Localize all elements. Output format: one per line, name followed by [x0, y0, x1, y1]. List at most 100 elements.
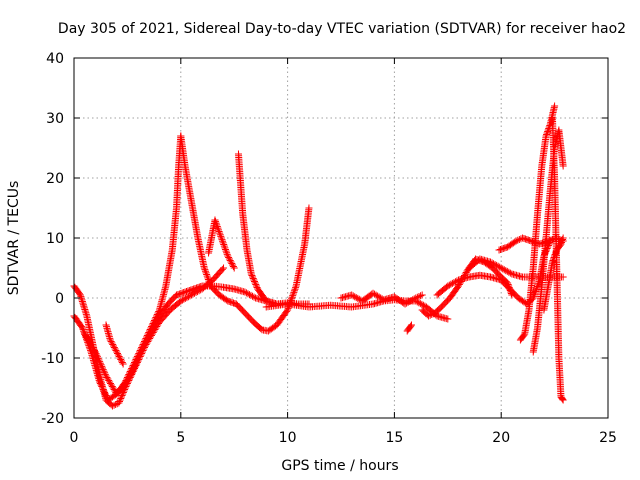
data-point [108, 402, 116, 410]
y-tick-label-40: 40 [46, 51, 64, 67]
series-arc-10 [403, 321, 415, 335]
data-point-fill [451, 278, 459, 286]
data-point-fill [407, 297, 415, 305]
data-point-fill [249, 273, 257, 281]
data-point-fill [90, 347, 98, 354]
data-point-fill [154, 309, 162, 317]
data-point-fill [110, 344, 118, 351]
data-point-fill [106, 378, 114, 386]
data-point-fill [354, 294, 362, 302]
y-axis-label: SDTVAR / TECUs [6, 181, 22, 296]
data-point-fill [206, 280, 214, 288]
data-point-fill [98, 362, 106, 370]
data-point-fill [503, 267, 511, 275]
data-point [177, 297, 185, 305]
data-point-fill [116, 354, 124, 362]
data-point-fill [215, 227, 223, 235]
data-point-fill [250, 293, 258, 301]
x-tick-label-15: 15 [385, 430, 403, 446]
data-point-fill [204, 275, 212, 283]
data-point-fill [114, 350, 122, 357]
data-point-fill [116, 396, 124, 404]
data-point-fill [543, 129, 551, 137]
data-point-fill [219, 237, 227, 245]
data-point-fill [83, 335, 91, 342]
data-point-fill [514, 236, 522, 244]
data-point-fill [455, 281, 463, 288]
data-point-fill [112, 401, 120, 408]
data-point-fill [203, 272, 211, 280]
series-arc-4 [102, 321, 127, 368]
data-point-fill [559, 236, 567, 243]
data-point [211, 216, 219, 224]
data-point [81, 330, 89, 338]
data-point [407, 321, 415, 329]
data-point-fill [150, 327, 158, 335]
data-point-fill [558, 239, 566, 246]
data-point-fill [101, 389, 109, 396]
data-point-fill [142, 341, 150, 348]
data-point-fill [114, 351, 122, 359]
data-point-fill [205, 277, 213, 285]
data-point-fill [128, 368, 136, 376]
data-point [548, 258, 556, 266]
data-point-fill [126, 372, 134, 380]
data-point [247, 270, 255, 278]
series-arc-5 [177, 132, 313, 335]
data-point-fill [506, 269, 514, 277]
data-point-fill [221, 245, 229, 253]
data-points [70, 102, 567, 410]
data-point [102, 372, 110, 380]
data-point-fill [290, 288, 298, 296]
data-point-fill [79, 326, 87, 334]
data-point [134, 354, 142, 362]
data-point-fill [515, 236, 523, 243]
data-point-fill [108, 383, 116, 390]
data-point-fill [212, 219, 220, 227]
data-point-fill [222, 247, 230, 255]
data-point-fill [502, 267, 510, 275]
data-point [284, 306, 292, 314]
data-point [123, 378, 131, 386]
data-point-fill [531, 289, 539, 297]
data-point-fill [283, 307, 291, 315]
x-axis-label: GPS time / hours [281, 458, 398, 474]
data-point-fill [195, 287, 203, 295]
data-point [115, 399, 123, 407]
data-point-fill [75, 290, 83, 298]
data-point-fill [139, 347, 147, 354]
data-point-fill [118, 392, 126, 399]
data-point-fill [155, 308, 163, 315]
data-point-fill [137, 350, 145, 357]
data-point-fill [494, 262, 502, 270]
data-point-fill [135, 353, 143, 360]
data-point-fill [220, 241, 228, 249]
data-point-fill [227, 258, 235, 266]
data-point-fill [349, 292, 357, 300]
data-point-fill [143, 339, 151, 347]
data-point-fill [217, 232, 225, 240]
data-point-fill [505, 268, 513, 276]
data-point-fill [216, 231, 224, 239]
y-tick-label-0: 0 [55, 291, 64, 307]
data-point-fill [147, 333, 155, 341]
data-point [551, 102, 559, 110]
x-tick-label-5: 5 [176, 430, 185, 446]
data-point-fill [128, 367, 136, 375]
data-point-fill [104, 375, 112, 383]
data-point-fill [101, 370, 109, 378]
data-point-fill [136, 351, 144, 359]
data-point [412, 294, 420, 302]
data-point [497, 264, 505, 272]
data-point-fill [410, 295, 418, 303]
data-point-fill [118, 357, 126, 365]
data-point-fill [194, 288, 202, 296]
data-point-fill [289, 290, 297, 298]
data-point-fill [406, 297, 414, 305]
data-point-fill [225, 255, 233, 263]
data-point-fill [223, 249, 231, 257]
data-point-fill [558, 237, 566, 245]
data-point-fill [107, 338, 115, 345]
data-point-fill [125, 375, 133, 383]
data-point [542, 132, 550, 140]
